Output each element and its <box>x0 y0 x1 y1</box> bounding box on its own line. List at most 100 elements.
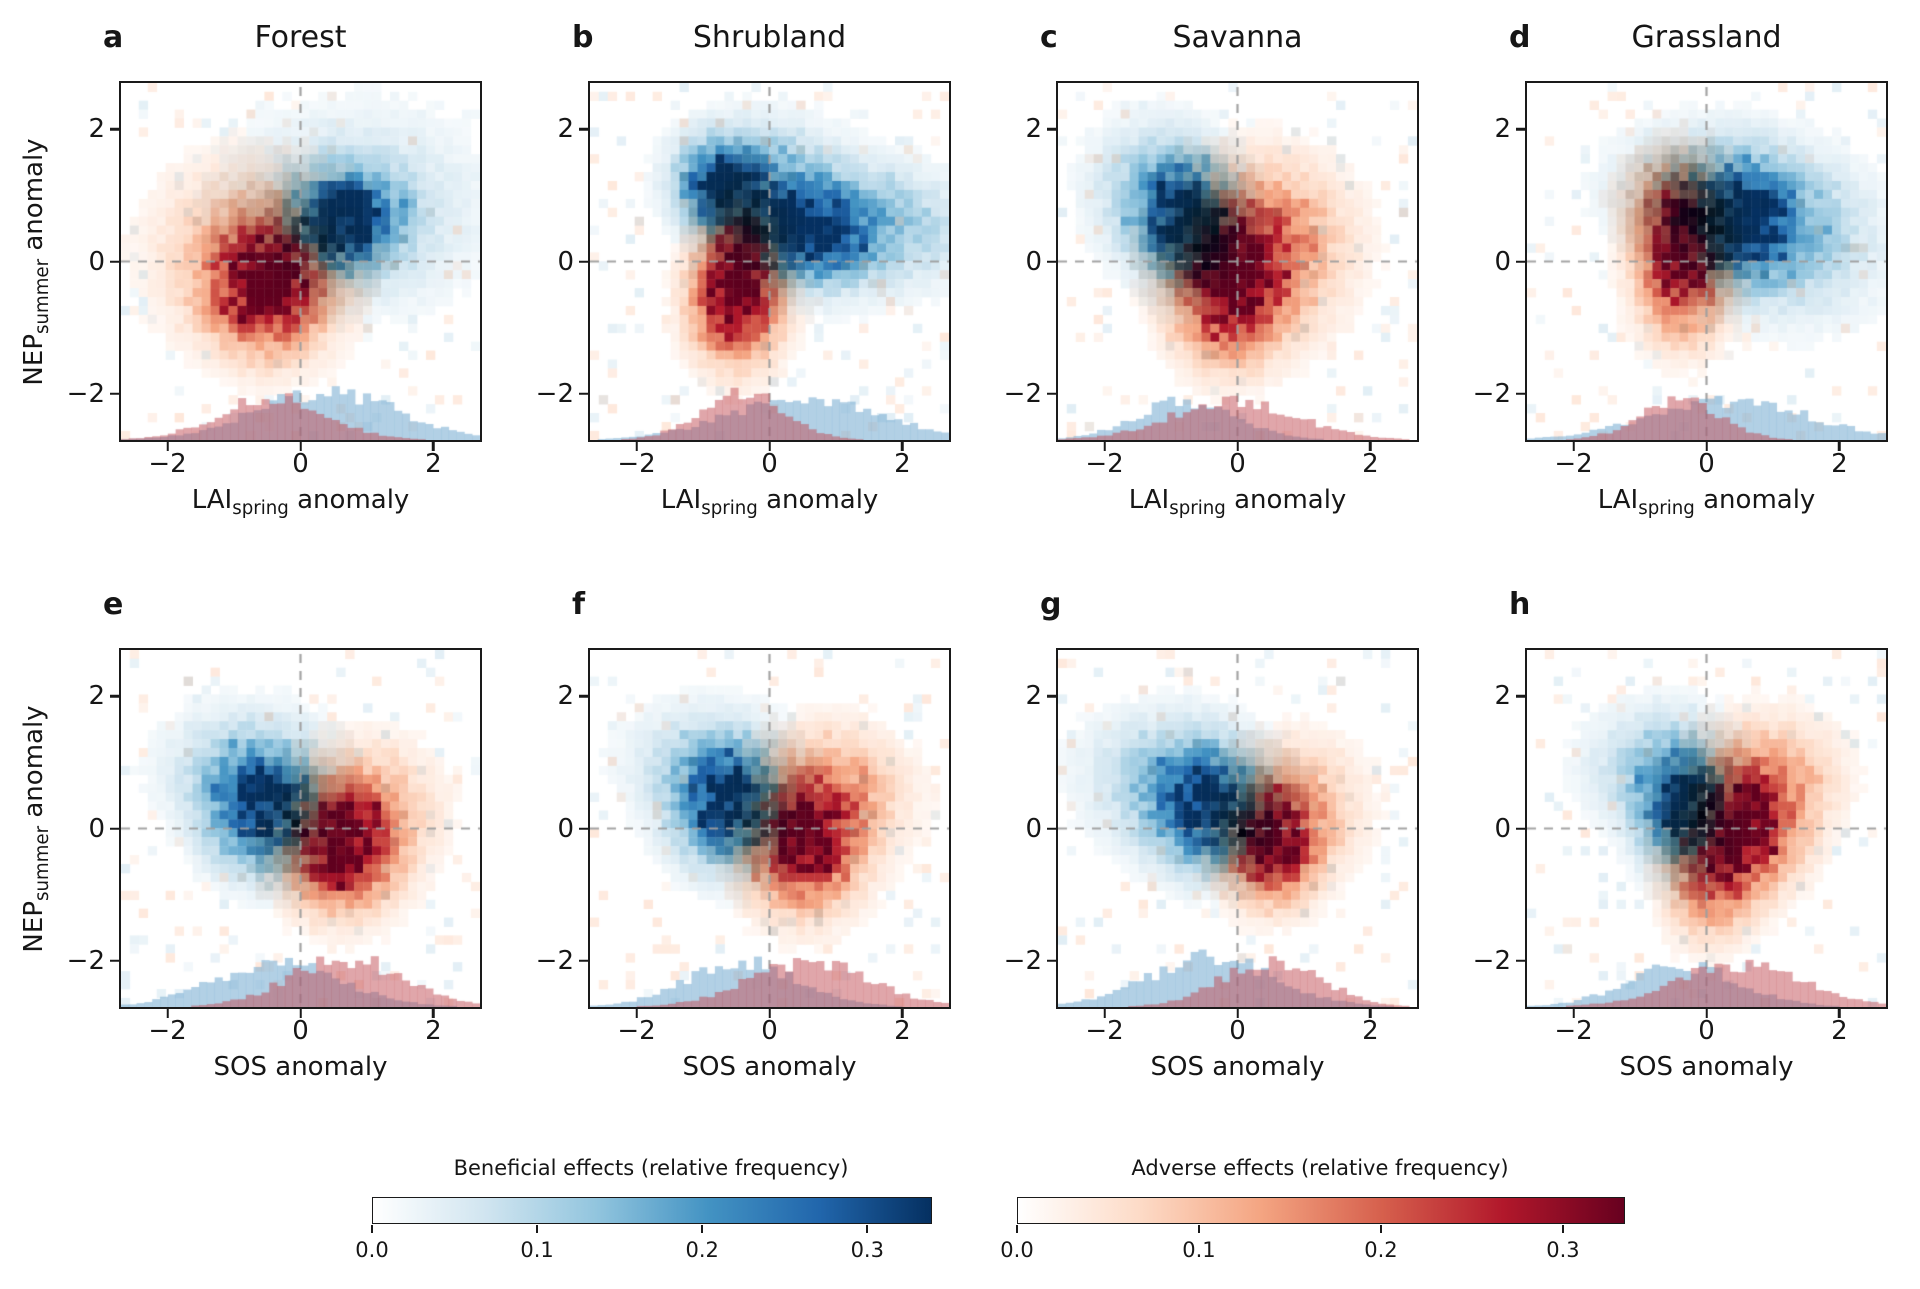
panel-title: Savanna <box>1172 20 1303 55</box>
panel-title: Forest <box>254 20 347 55</box>
beneficial-colorbar-title: Beneficial effects (relative frequency) <box>453 1156 849 1180</box>
y-axis-label-row2: NEPsummer anomaly <box>19 705 53 952</box>
colorbar-tick-label: 0.1 <box>520 1238 554 1262</box>
x-axis-label-subscript: spring <box>701 498 758 520</box>
x-tick-label: −2 <box>617 1016 656 1046</box>
panel-a-forest-lai: a Forest LAIspring anomaly −2 0 2 2 0 −2 <box>67 21 482 519</box>
y-tick-mark <box>579 260 588 263</box>
y-tick-mark <box>579 392 588 395</box>
panel-d-heatmap-canvas <box>1527 83 1886 440</box>
x-axis-label-suffix: anomaly <box>1694 485 1816 515</box>
y-axis-label-main: NEP <box>18 901 49 953</box>
x-tick-label: 0 <box>1698 1016 1715 1046</box>
x-axis-label-suffix: anomaly <box>757 485 879 515</box>
panel-c-savanna-lai: c Savanna LAIspring anomaly −2 0 2 2 0 −2 <box>1004 21 1419 519</box>
y-tick-label: 2 <box>557 114 574 145</box>
x-tick-label: 0 <box>1698 449 1715 479</box>
y-tick-label: 0 <box>557 246 574 277</box>
panel-letter: c <box>1040 20 1058 55</box>
adverse-colorbar <box>1017 1197 1625 1224</box>
y-tick-label: −2 <box>1003 945 1042 976</box>
x-tick-mark <box>1572 1009 1575 1018</box>
x-axis-label-suffix: anomaly <box>1225 485 1347 515</box>
y-tick-label: −2 <box>535 945 574 976</box>
y-tick-label: 0 <box>1025 813 1042 844</box>
x-tick-mark <box>1369 442 1372 451</box>
x-tick-mark <box>1103 442 1106 451</box>
panel-f-shrubland-sos: f SOS anomaly −2 0 2 2 0 −2 <box>536 588 951 1082</box>
y-tick-label: −2 <box>535 378 574 409</box>
x-tick-label: −2 <box>148 1016 187 1046</box>
y-axis-label-suffix: anomaly <box>18 705 49 826</box>
x-tick-mark <box>1572 442 1575 451</box>
x-axis-label-subscript: spring <box>1169 498 1226 520</box>
y-axis-label-main: NEP <box>18 334 49 386</box>
y-tick-label: −2 <box>66 945 105 976</box>
x-axis-label: SOS anomaly <box>1619 1052 1794 1082</box>
y-axis-label-suffix: anomaly <box>18 138 49 259</box>
y-axis-label-subscript: summer <box>32 825 54 901</box>
y-tick-mark <box>1516 827 1525 830</box>
panel-e-forest-sos: e SOS anomaly −2 0 2 2 0 −2 <box>67 588 482 1082</box>
x-tick-mark <box>299 442 302 451</box>
panel-letter: g <box>1040 587 1062 622</box>
panel-h-grassland-sos: h SOS anomaly −2 0 2 2 0 −2 <box>1473 588 1888 1082</box>
x-tick-label: 0 <box>292 449 309 479</box>
y-tick-label: −2 <box>66 378 105 409</box>
y-tick-label: 0 <box>88 246 105 277</box>
x-tick-mark <box>1838 1009 1841 1018</box>
x-tick-label: 0 <box>292 1016 309 1046</box>
y-tick-mark <box>1047 695 1056 698</box>
y-tick-mark <box>1516 260 1525 263</box>
panel-g-savanna-sos: g SOS anomaly −2 0 2 2 0 −2 <box>1004 588 1419 1082</box>
y-tick-label: 0 <box>1025 246 1042 277</box>
panel-letter: b <box>572 20 594 55</box>
y-tick-mark <box>110 392 119 395</box>
y-tick-mark <box>579 695 588 698</box>
colorbar-tick-label: 0.0 <box>355 1238 389 1262</box>
x-tick-mark <box>1838 442 1841 451</box>
colorbar-tick-mark <box>1561 1225 1564 1233</box>
x-tick-label: −2 <box>1554 449 1593 479</box>
panel-b-heatmap-canvas <box>590 83 949 440</box>
x-tick-label: 2 <box>1831 1016 1848 1046</box>
y-tick-mark <box>1516 695 1525 698</box>
panel-letter: a <box>103 20 124 55</box>
colorbar-tick-mark <box>371 1225 373 1233</box>
x-tick-mark <box>1705 1009 1708 1018</box>
y-tick-mark <box>1516 959 1525 962</box>
y-tick-label: 2 <box>88 114 105 145</box>
y-tick-mark <box>1047 827 1056 830</box>
x-tick-label: −2 <box>1085 449 1124 479</box>
panel-h-heatmap-canvas <box>1527 650 1886 1007</box>
panel-letter: e <box>103 587 124 622</box>
x-tick-label: 0 <box>1229 449 1246 479</box>
x-tick-mark <box>635 1009 638 1018</box>
colorbar-tick-mark <box>1379 1225 1382 1233</box>
x-tick-mark <box>432 1009 435 1018</box>
colorbar-tick-label: 0.2 <box>1364 1238 1398 1262</box>
y-tick-mark <box>110 695 119 698</box>
colorbar-tick-mark <box>701 1225 704 1233</box>
panel-e-heatmap-canvas <box>121 650 480 1007</box>
x-tick-label: 2 <box>894 1016 911 1046</box>
panel-d-grassland-lai: d Grassland LAIspring anomaly −2 0 2 2 0 −2 <box>1473 21 1888 519</box>
y-tick-mark <box>579 128 588 131</box>
y-axis-label-subscript: summer <box>32 258 54 334</box>
x-axis-label: SOS anomaly <box>682 1052 857 1082</box>
x-tick-mark <box>901 1009 904 1018</box>
x-tick-label: −2 <box>148 449 187 479</box>
y-tick-mark <box>1516 128 1525 131</box>
x-tick-mark <box>166 1009 169 1018</box>
x-tick-mark <box>432 442 435 451</box>
y-tick-mark <box>1047 260 1056 263</box>
panel-a-heatmap-canvas <box>121 83 480 440</box>
y-tick-label: 0 <box>1494 246 1511 277</box>
y-tick-label: −2 <box>1472 378 1511 409</box>
y-tick-label: 2 <box>1494 114 1511 145</box>
y-tick-mark <box>579 959 588 962</box>
adverse-colorbar-title: Adverse effects (relative frequency) <box>1131 1156 1509 1180</box>
colorbar-tick-mark <box>866 1225 869 1233</box>
x-tick-label: −2 <box>1085 1016 1124 1046</box>
y-tick-mark <box>1047 959 1056 962</box>
